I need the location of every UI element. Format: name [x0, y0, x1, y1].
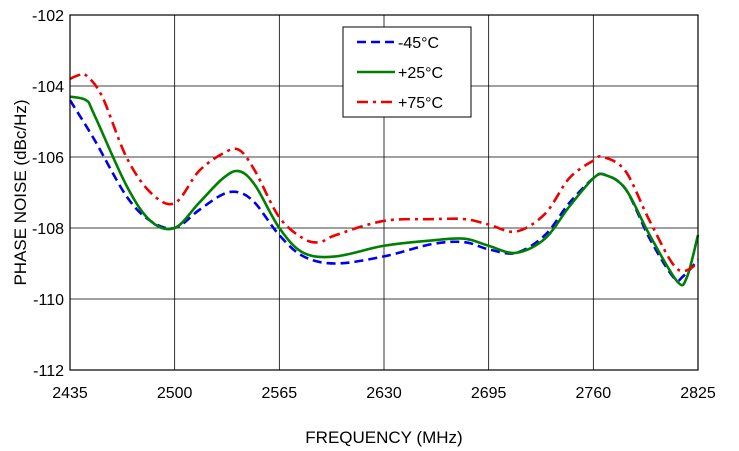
y-axis-label: PHASE NOISE (dBc/Hz)	[11, 99, 30, 285]
y-tick-label: -102	[32, 8, 64, 25]
series-line-1	[69, 95, 700, 287]
y-tick-label: -104	[32, 79, 64, 96]
legend-label: +75°C	[398, 95, 443, 112]
series-lines	[68, 72, 700, 287]
series-line-2	[69, 72, 699, 273]
y-tick-label: -108	[32, 221, 64, 238]
legend-label: +25°C	[398, 65, 443, 82]
x-tick-label: 2565	[262, 385, 298, 402]
x-tick-label: 2695	[471, 385, 507, 402]
tick-labels: 2435 2500 2565 2630 2695 2760 2825 -112 -110 -108…	[32, 8, 716, 402]
x-axis-label: FREQUENCY (MHz)	[305, 428, 462, 447]
legend: -45°C +25°C +75°C	[342, 26, 472, 118]
legend-label: -45°C	[398, 35, 439, 52]
x-tick-label: 2630	[366, 385, 402, 402]
y-tick-label: -112	[33, 363, 64, 380]
y-tick-label: -110	[33, 292, 64, 309]
y-tick-label: -106	[32, 150, 64, 167]
x-tick-label: 2435	[52, 385, 88, 402]
x-tick-label: 2500	[157, 385, 193, 402]
x-tick-label: 2825	[680, 385, 716, 402]
plot-frame	[69, 14, 699, 371]
x-tick-label: 2760	[576, 385, 612, 402]
